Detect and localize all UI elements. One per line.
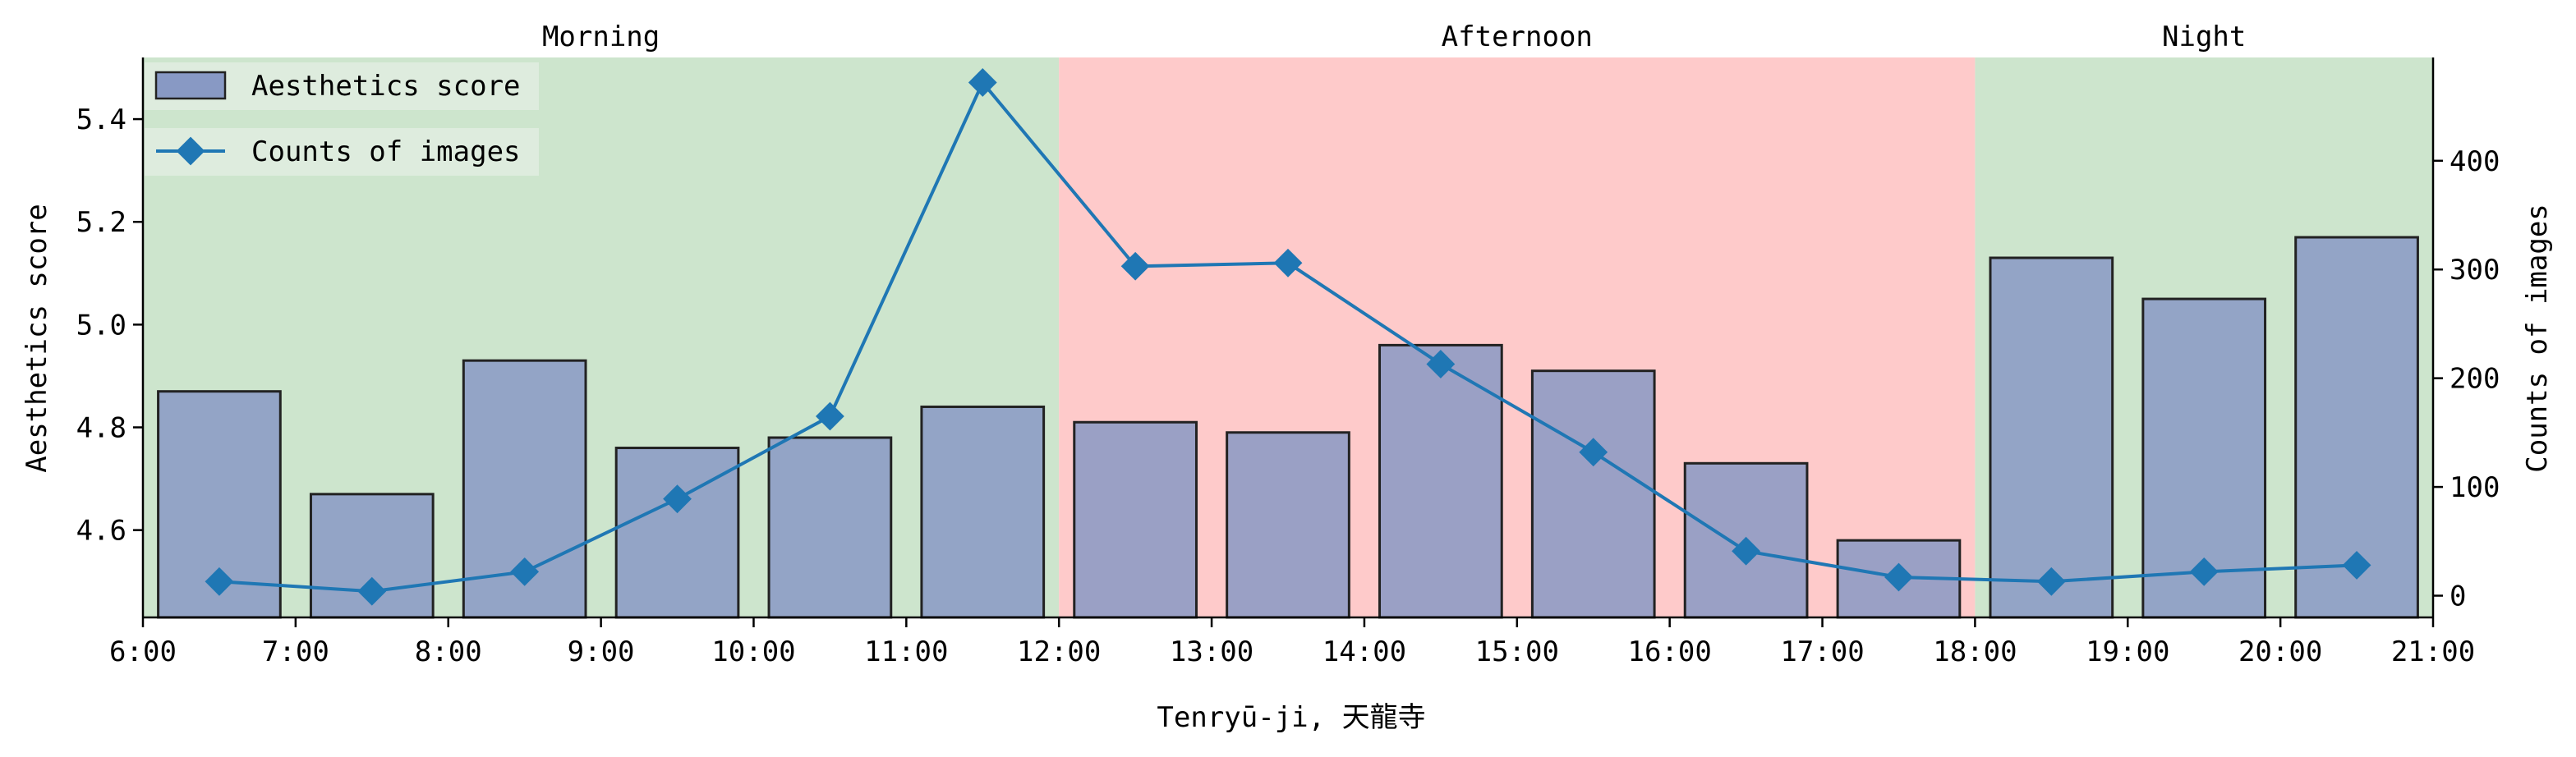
x-axis-label: Tenryū-ji, 天龍寺 <box>1157 701 1425 734</box>
x-tick-label: 13:00 <box>1170 635 1254 668</box>
bar <box>614 447 740 619</box>
legend-line-marker <box>176 136 205 166</box>
legend-line-label: Counts of images <box>251 135 521 168</box>
x-tick-label: 11:00 <box>864 635 948 668</box>
bar <box>1378 343 1503 619</box>
line-point <box>1273 248 1303 278</box>
line-point <box>2342 551 2371 580</box>
x-tick-label: 9:00 <box>568 635 635 668</box>
line-point <box>663 484 692 514</box>
bar <box>1530 369 1656 619</box>
line-point <box>815 401 844 431</box>
period-title-morning: Morning <box>542 21 660 53</box>
line-series <box>205 68 2371 606</box>
line-point <box>1579 438 1608 467</box>
axes <box>141 57 2435 619</box>
y-left-tick-label: 5.2 <box>76 206 126 239</box>
x-tick-label: 8:00 <box>415 635 482 668</box>
bar <box>767 436 893 619</box>
line-point <box>968 68 997 97</box>
y-left-tick-label: 5.4 <box>76 103 126 136</box>
x-tick-label: 10:00 <box>711 635 795 668</box>
line-point <box>1884 562 1913 592</box>
period-title-night: Night <box>2162 21 2246 53</box>
x-tick-label: 18:00 <box>1933 635 2017 668</box>
x-tick-label: 21:00 <box>2391 635 2475 668</box>
y-right-tick-label: 200 <box>2450 363 2500 396</box>
bar <box>1226 431 1350 619</box>
tick-labels: 6:00 7:00 8:00 9:00 10:00 11:00 12:00 13:00 14:0… <box>76 103 2500 668</box>
x-tick-label: 15:00 <box>1475 635 1559 668</box>
y-left-tick-label: 4.8 <box>76 411 126 444</box>
y-left-tick-label: 5.0 <box>76 309 126 342</box>
bar-series <box>157 236 2419 619</box>
line-point <box>2189 557 2219 586</box>
x-tick-label: 6:00 <box>109 635 177 668</box>
x-tick-label: 12:00 <box>1017 635 1101 668</box>
period-band-afternoon <box>1059 57 1976 617</box>
bar <box>920 405 1046 619</box>
y-right-tick-label: 100 <box>2450 471 2500 504</box>
x-tick-label: 17:00 <box>1780 635 1864 668</box>
x-tick-label: 14:00 <box>1322 635 1406 668</box>
bar <box>1989 256 2114 619</box>
line-point <box>1120 251 1150 281</box>
x-tick-label: 20:00 <box>2238 635 2322 668</box>
x-tick-label: 19:00 <box>2086 635 2169 668</box>
y-left-tick-label: 4.6 <box>76 515 126 548</box>
period-title-afternoon: Afternoon <box>1442 21 1593 53</box>
line-point <box>2036 567 2066 596</box>
line-point <box>205 567 234 596</box>
bar <box>1073 420 1198 619</box>
legend: Aesthetics score Counts of images <box>145 62 539 176</box>
legend-bar-label: Aesthetics score <box>251 70 521 103</box>
y-right-tick-label: 300 <box>2450 254 2500 287</box>
line-point <box>1426 350 1456 378</box>
line-point <box>510 557 540 586</box>
legend-bar-swatch <box>154 71 227 100</box>
x-tick-label: 16:00 <box>1627 635 1711 668</box>
line-point <box>1732 536 1761 566</box>
y-right-tick-label: 400 <box>2450 145 2500 178</box>
x-tick-label: 7:00 <box>262 635 329 668</box>
y-right-tick-label: 0 <box>2450 580 2466 613</box>
y-axis-left-label: Aesthetics score <box>21 204 53 473</box>
line-point <box>357 576 387 606</box>
y-axis-right-label: Counts of images <box>2521 204 2554 473</box>
